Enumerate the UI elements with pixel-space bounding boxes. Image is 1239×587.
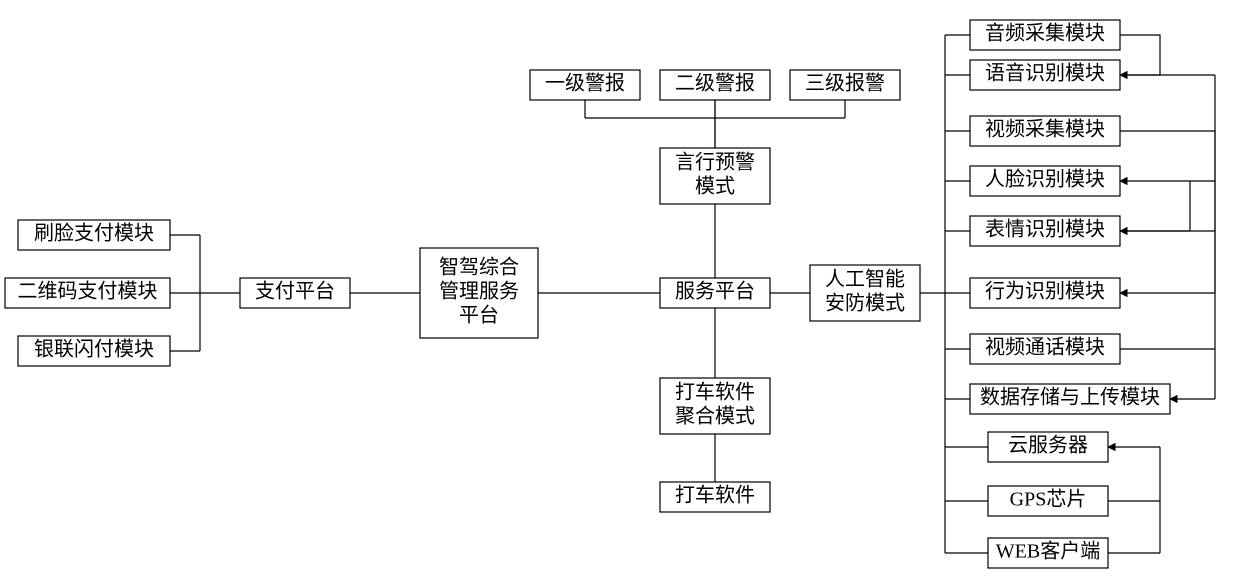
node-label: 打车软件 bbox=[675, 381, 755, 404]
node-label: 安防模式 bbox=[825, 292, 905, 315]
flow-audio-to-voice bbox=[1120, 35, 1160, 75]
node-mgmt_platform: 智驾综合管理服务平台 bbox=[420, 248, 538, 338]
node-union_pay: 银联闪付模块 bbox=[18, 336, 170, 366]
node-alert3: 三级报警 bbox=[790, 70, 900, 100]
node-audio_cap: 音频采集模块 bbox=[970, 20, 1120, 50]
node-label: 服务平台 bbox=[675, 280, 755, 303]
node-label: 语音识别模块 bbox=[985, 62, 1105, 85]
diagram-canvas: 刷脸支付模块二维码支付模块银联闪付模块 支付平台 智驾综合管理服务平台 一级警报 二级警… bbox=[0, 0, 1239, 587]
node-label: 云服务器 bbox=[1008, 434, 1088, 457]
node-gps: GPS芯片 bbox=[988, 486, 1108, 516]
node-taxi_sw: 打车软件 bbox=[660, 482, 770, 512]
node-taxi_agg: 打车软件聚合模式 bbox=[660, 378, 770, 434]
node-label: 管理服务 bbox=[439, 280, 519, 303]
node-label: 二维码支付模块 bbox=[18, 280, 158, 303]
node-ai_security: 人工智能安防模式 bbox=[810, 265, 920, 321]
node-label: 视频通话模块 bbox=[985, 336, 1105, 359]
node-label: 刷脸支付模块 bbox=[34, 222, 154, 245]
video-outer-bus bbox=[1120, 131, 1215, 293]
node-label: 二级警报 bbox=[675, 72, 755, 95]
node-behavior_warn: 言行预警模式 bbox=[660, 148, 770, 204]
node-label: 智驾综合 bbox=[439, 256, 519, 279]
node-alert2: 二级警报 bbox=[660, 70, 770, 100]
node-pay_platform: 支付平台 bbox=[240, 278, 350, 308]
node-cloud: 云服务器 bbox=[988, 432, 1108, 462]
node-label: WEB客户端 bbox=[996, 540, 1100, 563]
node-label: 聚合模式 bbox=[675, 405, 755, 428]
node-label: 三级报警 bbox=[805, 72, 885, 95]
node-expr_rec: 表情识别模块 bbox=[970, 216, 1120, 246]
node-label: 行为识别模块 bbox=[985, 280, 1105, 303]
node-voice_rec: 语音识别模块 bbox=[970, 60, 1120, 90]
node-label: 打车软件 bbox=[675, 484, 755, 507]
node-label: GPS芯片 bbox=[1010, 488, 1087, 511]
node-label: 平台 bbox=[459, 304, 499, 327]
node-behav_rec: 行为识别模块 bbox=[970, 278, 1120, 308]
node-label: 数据存储与上传模块 bbox=[980, 386, 1160, 409]
node-label: 支付平台 bbox=[255, 280, 335, 303]
node-label: 言行预警 bbox=[675, 151, 755, 174]
node-svc_platform: 服务平台 bbox=[660, 278, 770, 308]
node-label: 音频采集模块 bbox=[985, 22, 1105, 45]
node-face_rec: 人脸识别模块 bbox=[970, 166, 1120, 196]
node-video_call: 视频通话模块 bbox=[970, 334, 1120, 364]
node-alert1: 一级警报 bbox=[530, 70, 640, 100]
node-label: 人脸识别模块 bbox=[985, 168, 1105, 191]
node-label: 银联闪付模块 bbox=[34, 338, 154, 361]
node-video_cap: 视频采集模块 bbox=[970, 116, 1120, 146]
node-label: 人工智能 bbox=[825, 268, 905, 291]
node-qr_pay: 二维码支付模块 bbox=[5, 278, 170, 308]
node-web: WEB客户端 bbox=[988, 538, 1108, 568]
node-label: 表情识别模块 bbox=[985, 218, 1105, 241]
node-label: 一级警报 bbox=[545, 72, 625, 95]
node-data_store: 数据存储与上传模块 bbox=[970, 384, 1170, 414]
node-label: 模式 bbox=[695, 175, 735, 198]
node-face_pay: 刷脸支付模块 bbox=[18, 220, 170, 250]
node-label: 视频采集模块 bbox=[985, 118, 1105, 141]
